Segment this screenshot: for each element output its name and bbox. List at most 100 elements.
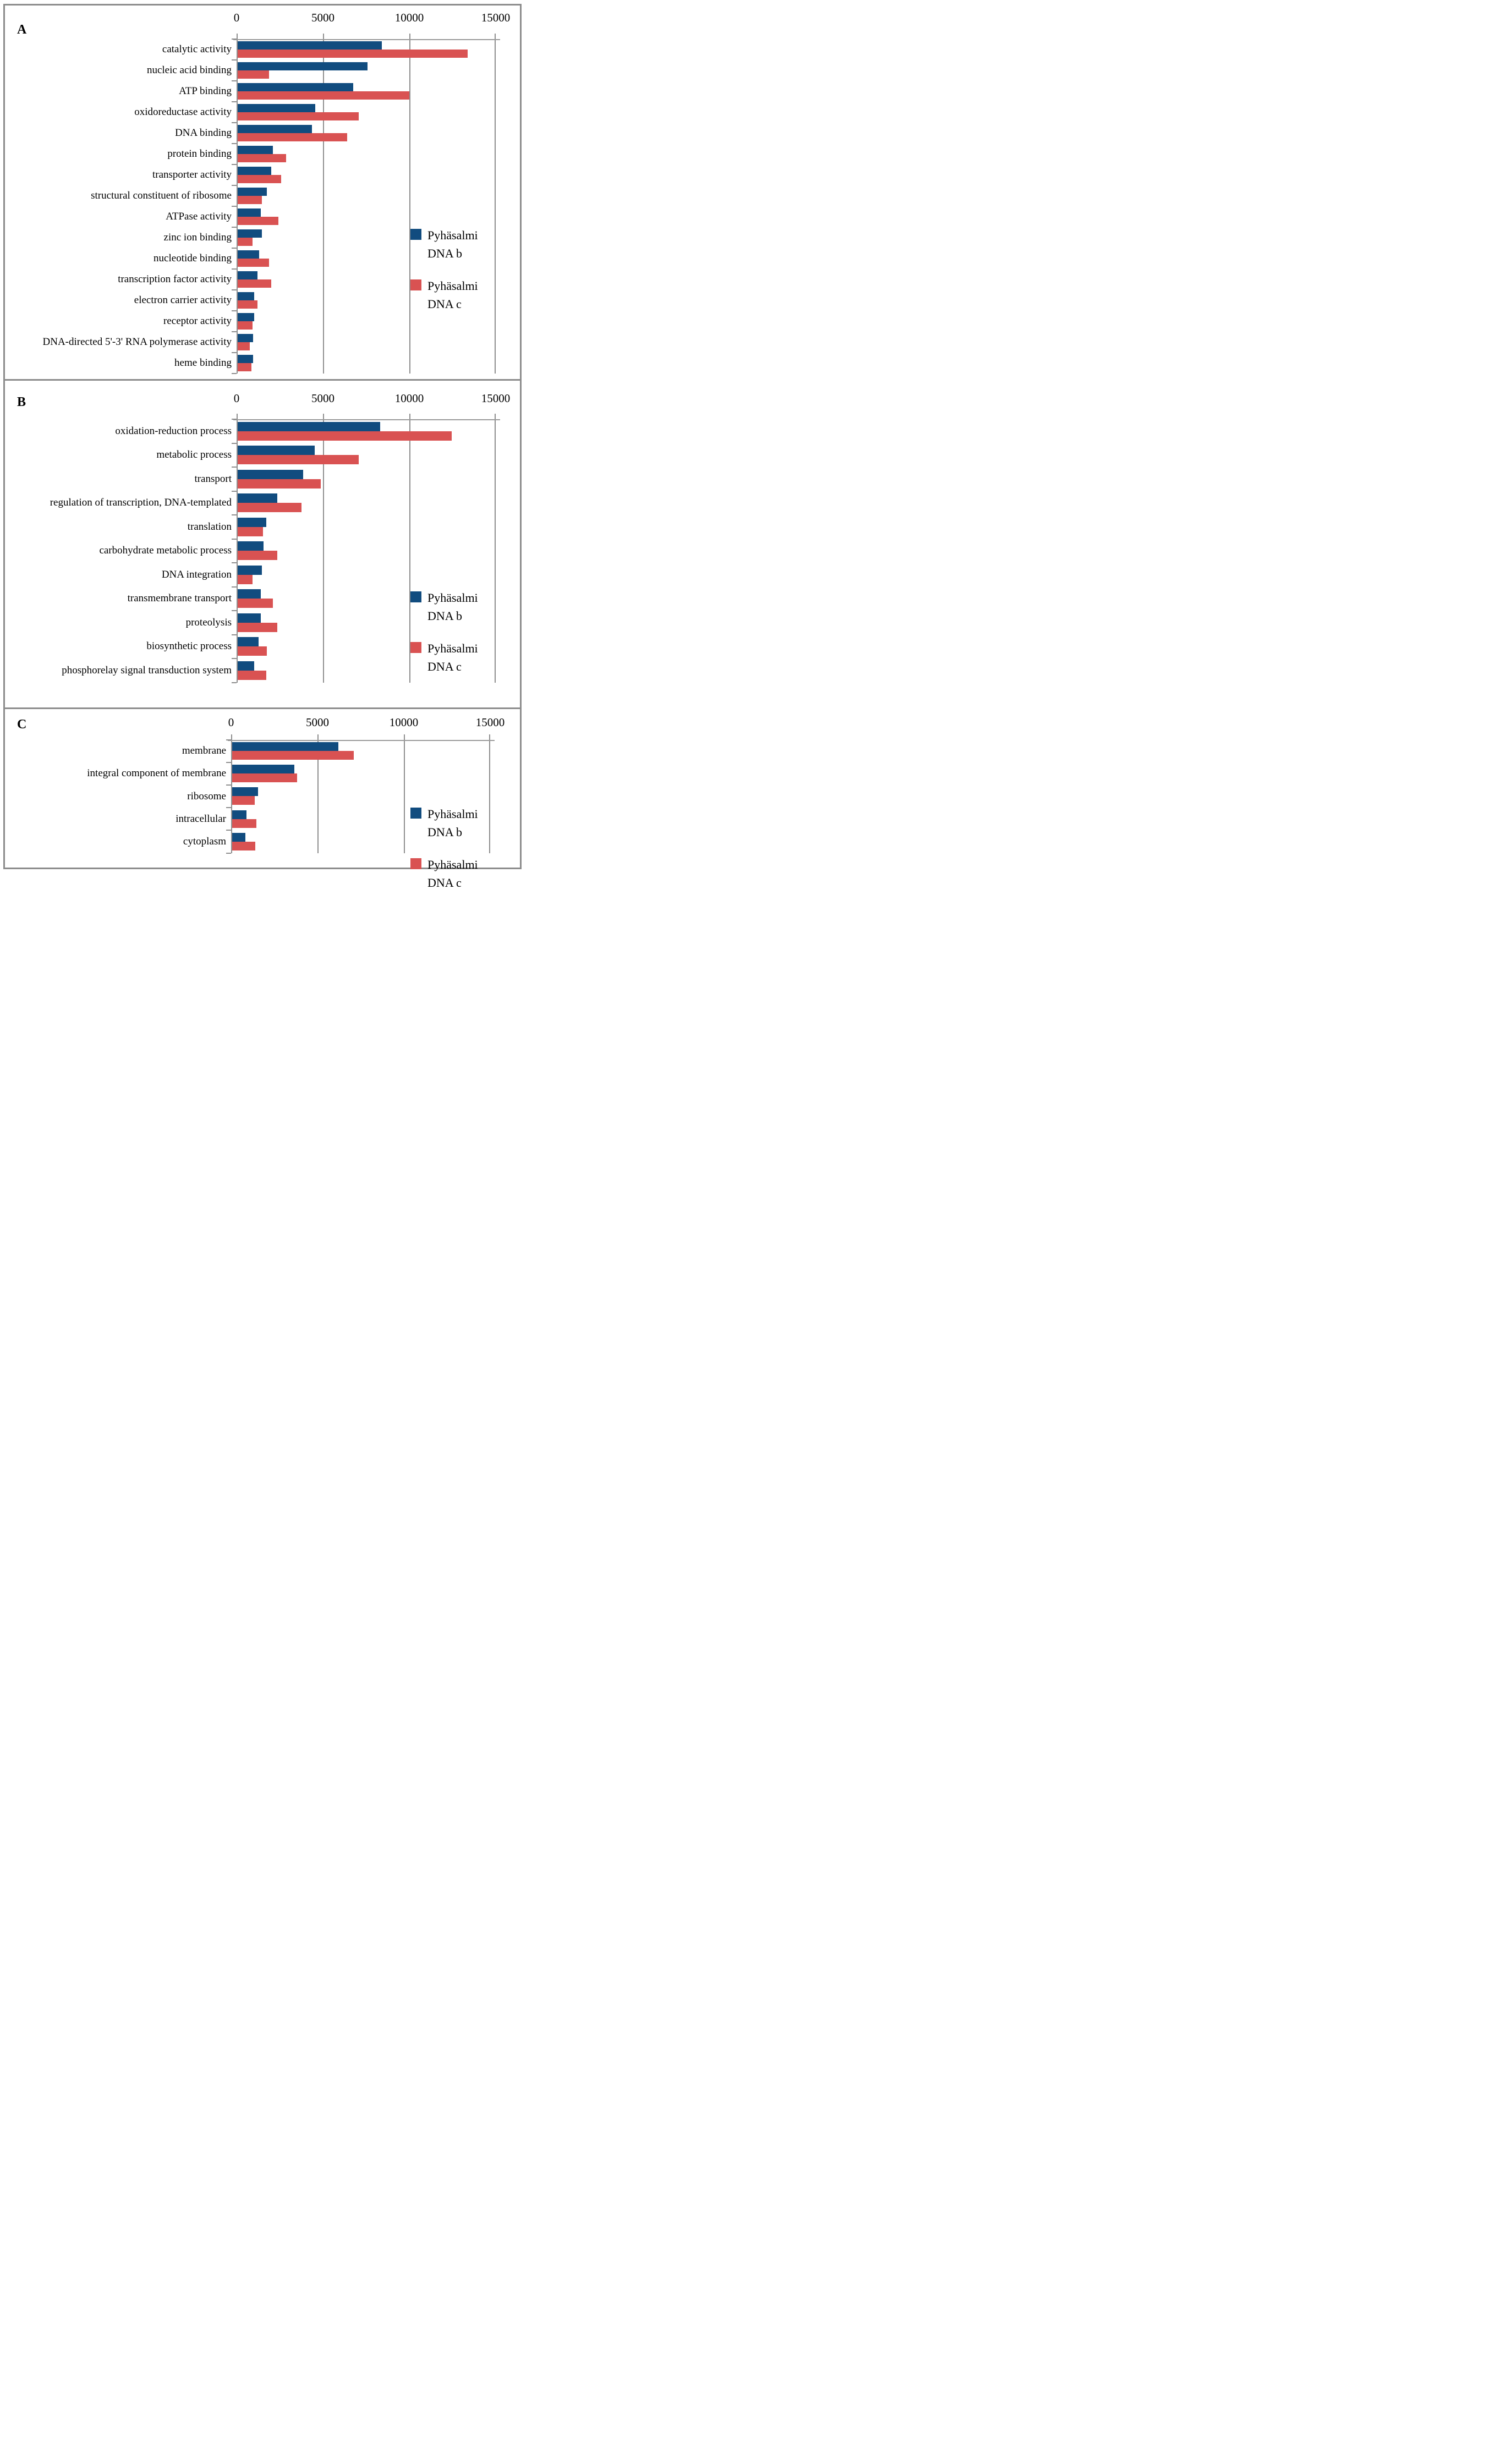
bar-pair [237, 311, 520, 332]
bar-pyhasalmi-dna-b [238, 104, 316, 112]
category-label: electron carrier activity [134, 294, 232, 306]
panel-a-molecular-function: A 0 5000 10000 15000 catalytic activity nuclei… [3, 4, 522, 381]
bar-rows: oxidation-reduction process metabolic pro… [5, 419, 520, 683]
category-tick-mark [232, 586, 237, 588]
bar-pair [237, 248, 520, 269]
category-row: regulation of transcription, DNA-templat… [5, 491, 520, 515]
bar-pair [231, 762, 520, 785]
bar-pyhasalmi-dna-b [238, 637, 259, 646]
x-axis-tick-mark [489, 734, 490, 741]
bar-pyhasalmi-dna-b [238, 446, 315, 455]
category-label: protein binding [167, 148, 232, 160]
legend-swatch-dna-c [410, 858, 421, 869]
category-label: receptor activity [163, 315, 232, 327]
bar-pair [237, 332, 520, 353]
legend-label-line: DNA b [427, 246, 462, 260]
x-gridline [495, 419, 496, 683]
bar-pyhasalmi-dna-c [238, 503, 302, 512]
category-tick-mark [226, 852, 231, 854]
category-tick-mark [232, 185, 237, 186]
plot-area: catalytic activity nucleic acid binding AT… [5, 34, 520, 379]
bar-pyhasalmi-dna-c [238, 479, 321, 489]
category-label: DNA-directed 5'-3' RNA polymerase activi… [42, 336, 232, 348]
bar-pair [237, 60, 520, 81]
x-axis-tick-label: 5000 [306, 715, 329, 729]
bar-pair [237, 123, 520, 144]
x-axis-header: 0 5000 10000 15000 [5, 709, 520, 740]
bar-pair [237, 81, 520, 102]
bar-pyhasalmi-dna-c [238, 154, 286, 162]
x-axis-line [233, 419, 500, 420]
category-row: metabolic process [5, 443, 520, 468]
x-gridline [409, 419, 410, 683]
x-axis-tick-label: 5000 [311, 392, 335, 405]
bar-pyhasalmi-dna-c [238, 217, 278, 225]
legend-label-line: DNA c [427, 875, 462, 890]
x-axis-line [233, 39, 500, 40]
category-row: cytoplasm [5, 830, 520, 853]
bar-pyhasalmi-dna-b [238, 146, 273, 154]
legend-swatch-dna-c [410, 279, 421, 290]
bar-pyhasalmi-dna-b [238, 334, 254, 342]
panel-b-biological-process: B 0 5000 10000 15000 oxidation-reduction proc… [3, 379, 522, 709]
bar-pyhasalmi-dna-c [238, 259, 269, 267]
bar-pyhasalmi-dna-c [238, 599, 273, 608]
x-gridline [317, 739, 319, 853]
x-axis-tick-mark [323, 414, 324, 420]
bar-pyhasalmi-dna-c [238, 431, 452, 441]
legend-label-line: Pyhäsalmi [427, 806, 478, 821]
bar-pyhasalmi-dna-b [238, 250, 260, 259]
category-row: biosynthetic process [5, 635, 520, 659]
category-row: heme binding [5, 353, 520, 374]
bar-pyhasalmi-dna-c [238, 91, 410, 100]
bar-pyhasalmi-dna-c [232, 796, 255, 805]
category-label: ATPase activity [166, 211, 232, 223]
bar-pyhasalmi-dna-b [238, 62, 368, 70]
legend-item-dna-c: Pyhäsalmi DNA c [410, 639, 478, 676]
bar-pyhasalmi-dna-b [232, 742, 339, 751]
bar-pyhasalmi-dna-c [238, 279, 272, 288]
bar-pyhasalmi-dna-b [238, 565, 262, 575]
legend-label-line: DNA b [427, 609, 462, 623]
category-row: intracellular [5, 808, 520, 830]
bar-pyhasalmi-dna-b [238, 271, 258, 279]
category-row: zinc ion binding [5, 227, 520, 248]
panel-letter: B [17, 395, 27, 409]
bar-pyhasalmi-dna-c [238, 342, 250, 350]
bar-pair [231, 740, 520, 762]
category-label: metabolic process [156, 449, 232, 461]
category-tick-mark [226, 784, 231, 786]
category-label: DNA integration [161, 568, 232, 580]
bar-pyhasalmi-dna-b [238, 469, 304, 479]
category-label: ATP binding [179, 85, 232, 97]
x-axis-tick-label: 5000 [311, 11, 335, 24]
x-axis-tick-mark [409, 414, 410, 420]
category-tick-mark [226, 807, 231, 809]
bar-pair [237, 164, 520, 185]
category-label: transcription factor activity [118, 273, 232, 286]
category-row: electron carrier activity [5, 290, 520, 311]
bar-pair [237, 515, 520, 539]
bar-pair [237, 611, 520, 635]
plot-grid-overlay [232, 34, 500, 374]
panel-letter: C [17, 717, 28, 732]
legend-label: Pyhäsalmi DNA b [427, 589, 478, 625]
category-tick-mark [232, 682, 237, 683]
bar-pyhasalmi-dna-b [238, 208, 261, 217]
bar-pyhasalmi-dna-c [238, 112, 359, 120]
plot-area: membrane integral component of membrane ri… [5, 734, 520, 890]
bar-pair [237, 419, 520, 443]
category-tick-mark [232, 490, 237, 492]
category-tick-mark [232, 289, 237, 290]
legend: Pyhäsalmi DNA b Pyhäsalmi DNA c [410, 805, 478, 892]
y-axis-line [237, 39, 238, 374]
x-gridline [323, 419, 324, 683]
x-axis-tick-mark [237, 414, 238, 420]
legend-item-dna-b: Pyhäsalmi DNA b [410, 226, 478, 262]
category-tick-mark [232, 634, 237, 635]
x-gridline [323, 39, 324, 374]
bar-pyhasalmi-dna-b [238, 292, 254, 300]
plot-grid-overlay [226, 734, 495, 854]
bar-pyhasalmi-dna-c [238, 196, 262, 204]
category-label: structural constituent of ribosome [91, 190, 232, 202]
